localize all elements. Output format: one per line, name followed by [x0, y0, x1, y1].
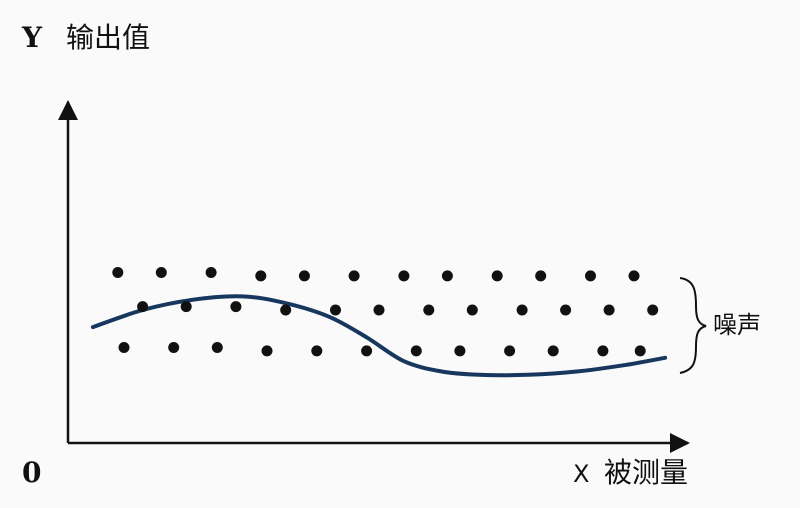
- noise-brace: [679, 277, 707, 374]
- scatter-point: [311, 345, 323, 357]
- scatter-point: [441, 270, 453, 282]
- scatter-point: [597, 345, 609, 357]
- noise-label: 噪声: [713, 311, 761, 339]
- scatter-point: [504, 345, 516, 357]
- scatter-point: [255, 270, 267, 282]
- scatter-point: [585, 270, 596, 282]
- origin-label: 0: [22, 456, 41, 489]
- scatter-point: [118, 342, 130, 353]
- scatter-point: [535, 270, 547, 282]
- scatter-point: [348, 270, 360, 282]
- x-axis-label: 被测量: [604, 456, 688, 489]
- scatter-point: [647, 304, 659, 316]
- scatter-point: [423, 304, 435, 316]
- scatter-point: [137, 301, 149, 313]
- scatter-point: [155, 267, 167, 278]
- scatter-point: [491, 270, 503, 282]
- noise-points: [112, 267, 659, 357]
- scatter-point: [298, 270, 310, 282]
- scatter-point: [230, 301, 242, 313]
- scatter-point: [330, 304, 341, 316]
- scatter-point: [466, 304, 478, 316]
- scatter-point: [168, 342, 180, 353]
- scatter-point: [603, 304, 615, 316]
- scatter-point: [398, 270, 410, 282]
- scatter-point: [280, 304, 292, 316]
- scatter-point: [628, 270, 640, 282]
- scatter-point: [634, 345, 646, 357]
- scatter-point: [180, 301, 192, 313]
- scatter-point: [361, 345, 373, 357]
- scatter-point: [211, 342, 223, 353]
- scatter-point: [516, 304, 528, 316]
- scatter-point: [454, 345, 466, 357]
- scatter-point: [261, 345, 273, 357]
- scatter-point: [547, 345, 559, 357]
- trend-curve: [90, 294, 668, 378]
- scatter-point: [560, 304, 572, 316]
- scatter-point: [373, 304, 385, 316]
- scatter-point: [112, 267, 124, 278]
- y-axis-label: 输出值: [66, 21, 150, 54]
- y-axis-letter: Y: [21, 21, 43, 54]
- x-axis-letter: X: [573, 460, 589, 488]
- scatter-point: [205, 267, 217, 278]
- scatter-point: [410, 345, 422, 357]
